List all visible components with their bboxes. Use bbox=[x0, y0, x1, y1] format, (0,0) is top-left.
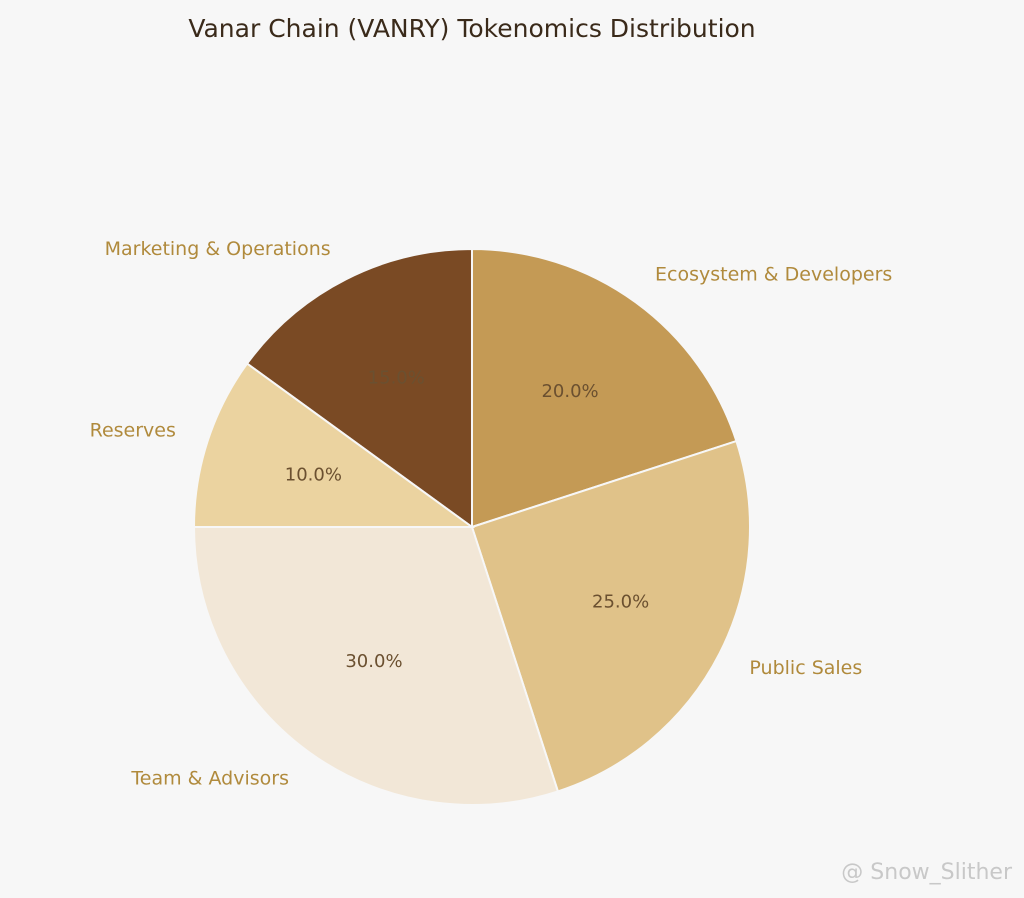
category-label: Public Sales bbox=[749, 657, 862, 679]
value-label: 20.0% bbox=[541, 381, 598, 402]
pie-slice bbox=[471, 247, 738, 529]
pie-slice bbox=[245, 247, 473, 529]
value-label: 15.0% bbox=[368, 367, 425, 388]
category-label: Reserves bbox=[90, 419, 176, 441]
category-label: Team & Advisors bbox=[130, 767, 289, 789]
chart-title: Vanar Chain (VANRY) Tokenomics Distribut… bbox=[188, 14, 755, 43]
watermark: @ Snow_Slither bbox=[841, 860, 1013, 885]
pie-slice bbox=[192, 362, 476, 528]
category-label: Marketing & Operations bbox=[105, 238, 331, 260]
pie-slice bbox=[470, 439, 751, 793]
pie-slice bbox=[192, 526, 560, 806]
value-label: 10.0% bbox=[285, 464, 342, 485]
value-label: 30.0% bbox=[345, 651, 402, 672]
value-label: 25.0% bbox=[592, 592, 649, 613]
category-label: Ecosystem & Developers bbox=[655, 264, 892, 286]
